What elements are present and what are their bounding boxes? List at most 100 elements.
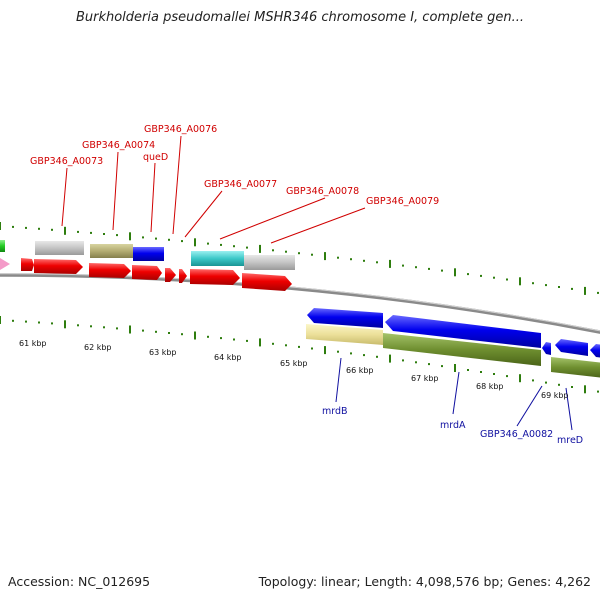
minor-tick: [363, 354, 365, 357]
kbp-scale-labels: 61 kbp 62 kbp 63 kbp 64 kbp 65 kbp 66 kb…: [19, 339, 569, 400]
gene-label[interactable]: mrdB: [322, 406, 348, 417]
minor-tick: [571, 287, 573, 290]
map-title: Burkholderia pseudomallei MSHR346 chromo…: [75, 10, 525, 25]
minor-tick: [155, 330, 157, 333]
minor-tick: [168, 332, 170, 334]
gene-arrow-forward[interactable]: [89, 263, 131, 278]
major-tick: [194, 331, 196, 340]
minor-tick: [311, 347, 313, 350]
minor-tick: [467, 273, 469, 276]
minor-tick: [272, 342, 274, 345]
kbp-label: 68 kbp: [476, 382, 504, 391]
upper-gene-track: [0, 240, 295, 291]
gene-arrow-forward[interactable]: [132, 265, 162, 280]
minor-tick: [38, 227, 40, 230]
gene-feature-yellow[interactable]: [306, 324, 383, 345]
gene-arrow-forward[interactable]: [165, 268, 176, 282]
minor-tick: [571, 386, 573, 388]
major-tick: [64, 320, 66, 329]
minor-tick: [12, 225, 14, 228]
gene-arrow-reverse[interactable]: [307, 308, 383, 328]
minor-tick: [597, 390, 599, 393]
minor-tick: [428, 267, 430, 270]
major-tick: [519, 374, 521, 383]
minor-tick: [207, 242, 209, 245]
gene-feature-khaki[interactable]: [90, 244, 133, 258]
topology-stats-text: Topology: linear; Length: 4,098,576 bp; …: [258, 574, 591, 589]
minor-tick: [298, 345, 300, 348]
minor-tick: [415, 266, 417, 269]
kbp-label: 67 kbp: [411, 374, 439, 383]
minor-tick: [25, 320, 27, 323]
gene-label[interactable]: GBP346_A0078: [286, 186, 359, 197]
gene-feature-cyan[interactable]: [191, 251, 244, 266]
minor-tick: [77, 324, 79, 327]
gene-feature-pink[interactable]: [0, 258, 10, 270]
major-tick: [259, 338, 261, 347]
minor-tick: [376, 261, 378, 264]
gene-label[interactable]: GBP346_A0076: [144, 124, 217, 135]
major-tick: [324, 346, 326, 355]
minor-tick: [181, 240, 183, 243]
gene-feature-green[interactable]: [0, 240, 5, 252]
gene-feature-blue[interactable]: [133, 247, 164, 261]
gene-label[interactable]: GBP346_A0079: [366, 196, 439, 207]
gene-arrow-forward[interactable]: [242, 273, 292, 291]
chromosome-backbone-highlight: [0, 273, 600, 332]
gene-label[interactable]: queD: [143, 152, 168, 163]
gene-arrow-forward[interactable]: [21, 258, 34, 271]
minor-tick: [116, 327, 118, 330]
minor-tick: [467, 369, 469, 371]
major-tick: [64, 226, 66, 235]
minor-tick: [402, 264, 404, 267]
gene-arrow-reverse[interactable]: [385, 315, 541, 348]
minor-tick: [402, 359, 404, 362]
gene-arrow-reverse[interactable]: [555, 339, 588, 356]
gene-arrow-forward[interactable]: [179, 269, 187, 283]
gene-feature-grey[interactable]: [35, 241, 84, 255]
minor-tick: [181, 333, 183, 336]
minor-tick: [441, 365, 443, 368]
gene-label[interactable]: GBP346_A0073: [30, 156, 103, 167]
gene-arrow-forward[interactable]: [190, 269, 240, 285]
minor-tick: [350, 258, 352, 261]
gene-label[interactable]: GBP346_A0082: [480, 429, 553, 440]
accession-text: Accession: NC_012695: [8, 574, 151, 589]
minor-tick: [285, 250, 287, 253]
minor-tick: [103, 233, 105, 235]
gene-feature-grey[interactable]: [244, 255, 295, 270]
kbp-label: 63 kbp: [149, 348, 177, 357]
bottom-gene-labels: mrdB mrdA GBP346_A0082 mreD: [322, 406, 583, 446]
minor-tick: [51, 228, 53, 231]
minor-tick: [246, 339, 248, 342]
minor-tick: [337, 350, 339, 353]
major-tick: [129, 232, 131, 241]
gene-label[interactable]: GBP346_A0074: [82, 140, 155, 151]
minor-tick: [285, 344, 287, 347]
minor-tick: [363, 259, 365, 262]
minor-tick: [337, 256, 339, 259]
minor-tick: [545, 381, 547, 384]
minor-tick: [376, 355, 378, 358]
minor-tick: [506, 375, 508, 378]
major-tick: [259, 244, 261, 253]
minor-tick: [493, 373, 495, 375]
gene-arrow-reverse[interactable]: [590, 344, 600, 358]
gene-label[interactable]: GBP346_A0077: [204, 179, 277, 190]
gene-feature-olive[interactable]: [383, 333, 541, 366]
gene-arrow-reverse[interactable]: [542, 342, 551, 355]
gene-arrow-forward[interactable]: [34, 259, 83, 274]
gene-feature-olive[interactable]: [551, 357, 600, 378]
minor-tick: [233, 338, 235, 341]
minor-tick: [428, 363, 430, 366]
minor-tick: [90, 231, 92, 234]
gene-label[interactable]: mreD: [557, 435, 583, 446]
upper-tick-track: [0, 222, 599, 295]
gene-label[interactable]: mrdA: [440, 420, 466, 431]
kbp-label: 65 kbp: [280, 359, 308, 368]
minor-tick: [142, 329, 144, 332]
major-tick: [324, 252, 326, 261]
kbp-label: 61 kbp: [19, 339, 47, 348]
bottom-leader-lines: [335, 357, 573, 431]
